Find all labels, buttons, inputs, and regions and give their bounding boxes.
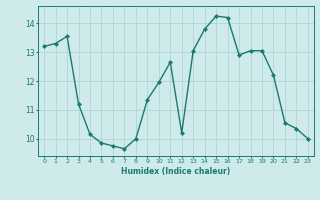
- X-axis label: Humidex (Indice chaleur): Humidex (Indice chaleur): [121, 167, 231, 176]
